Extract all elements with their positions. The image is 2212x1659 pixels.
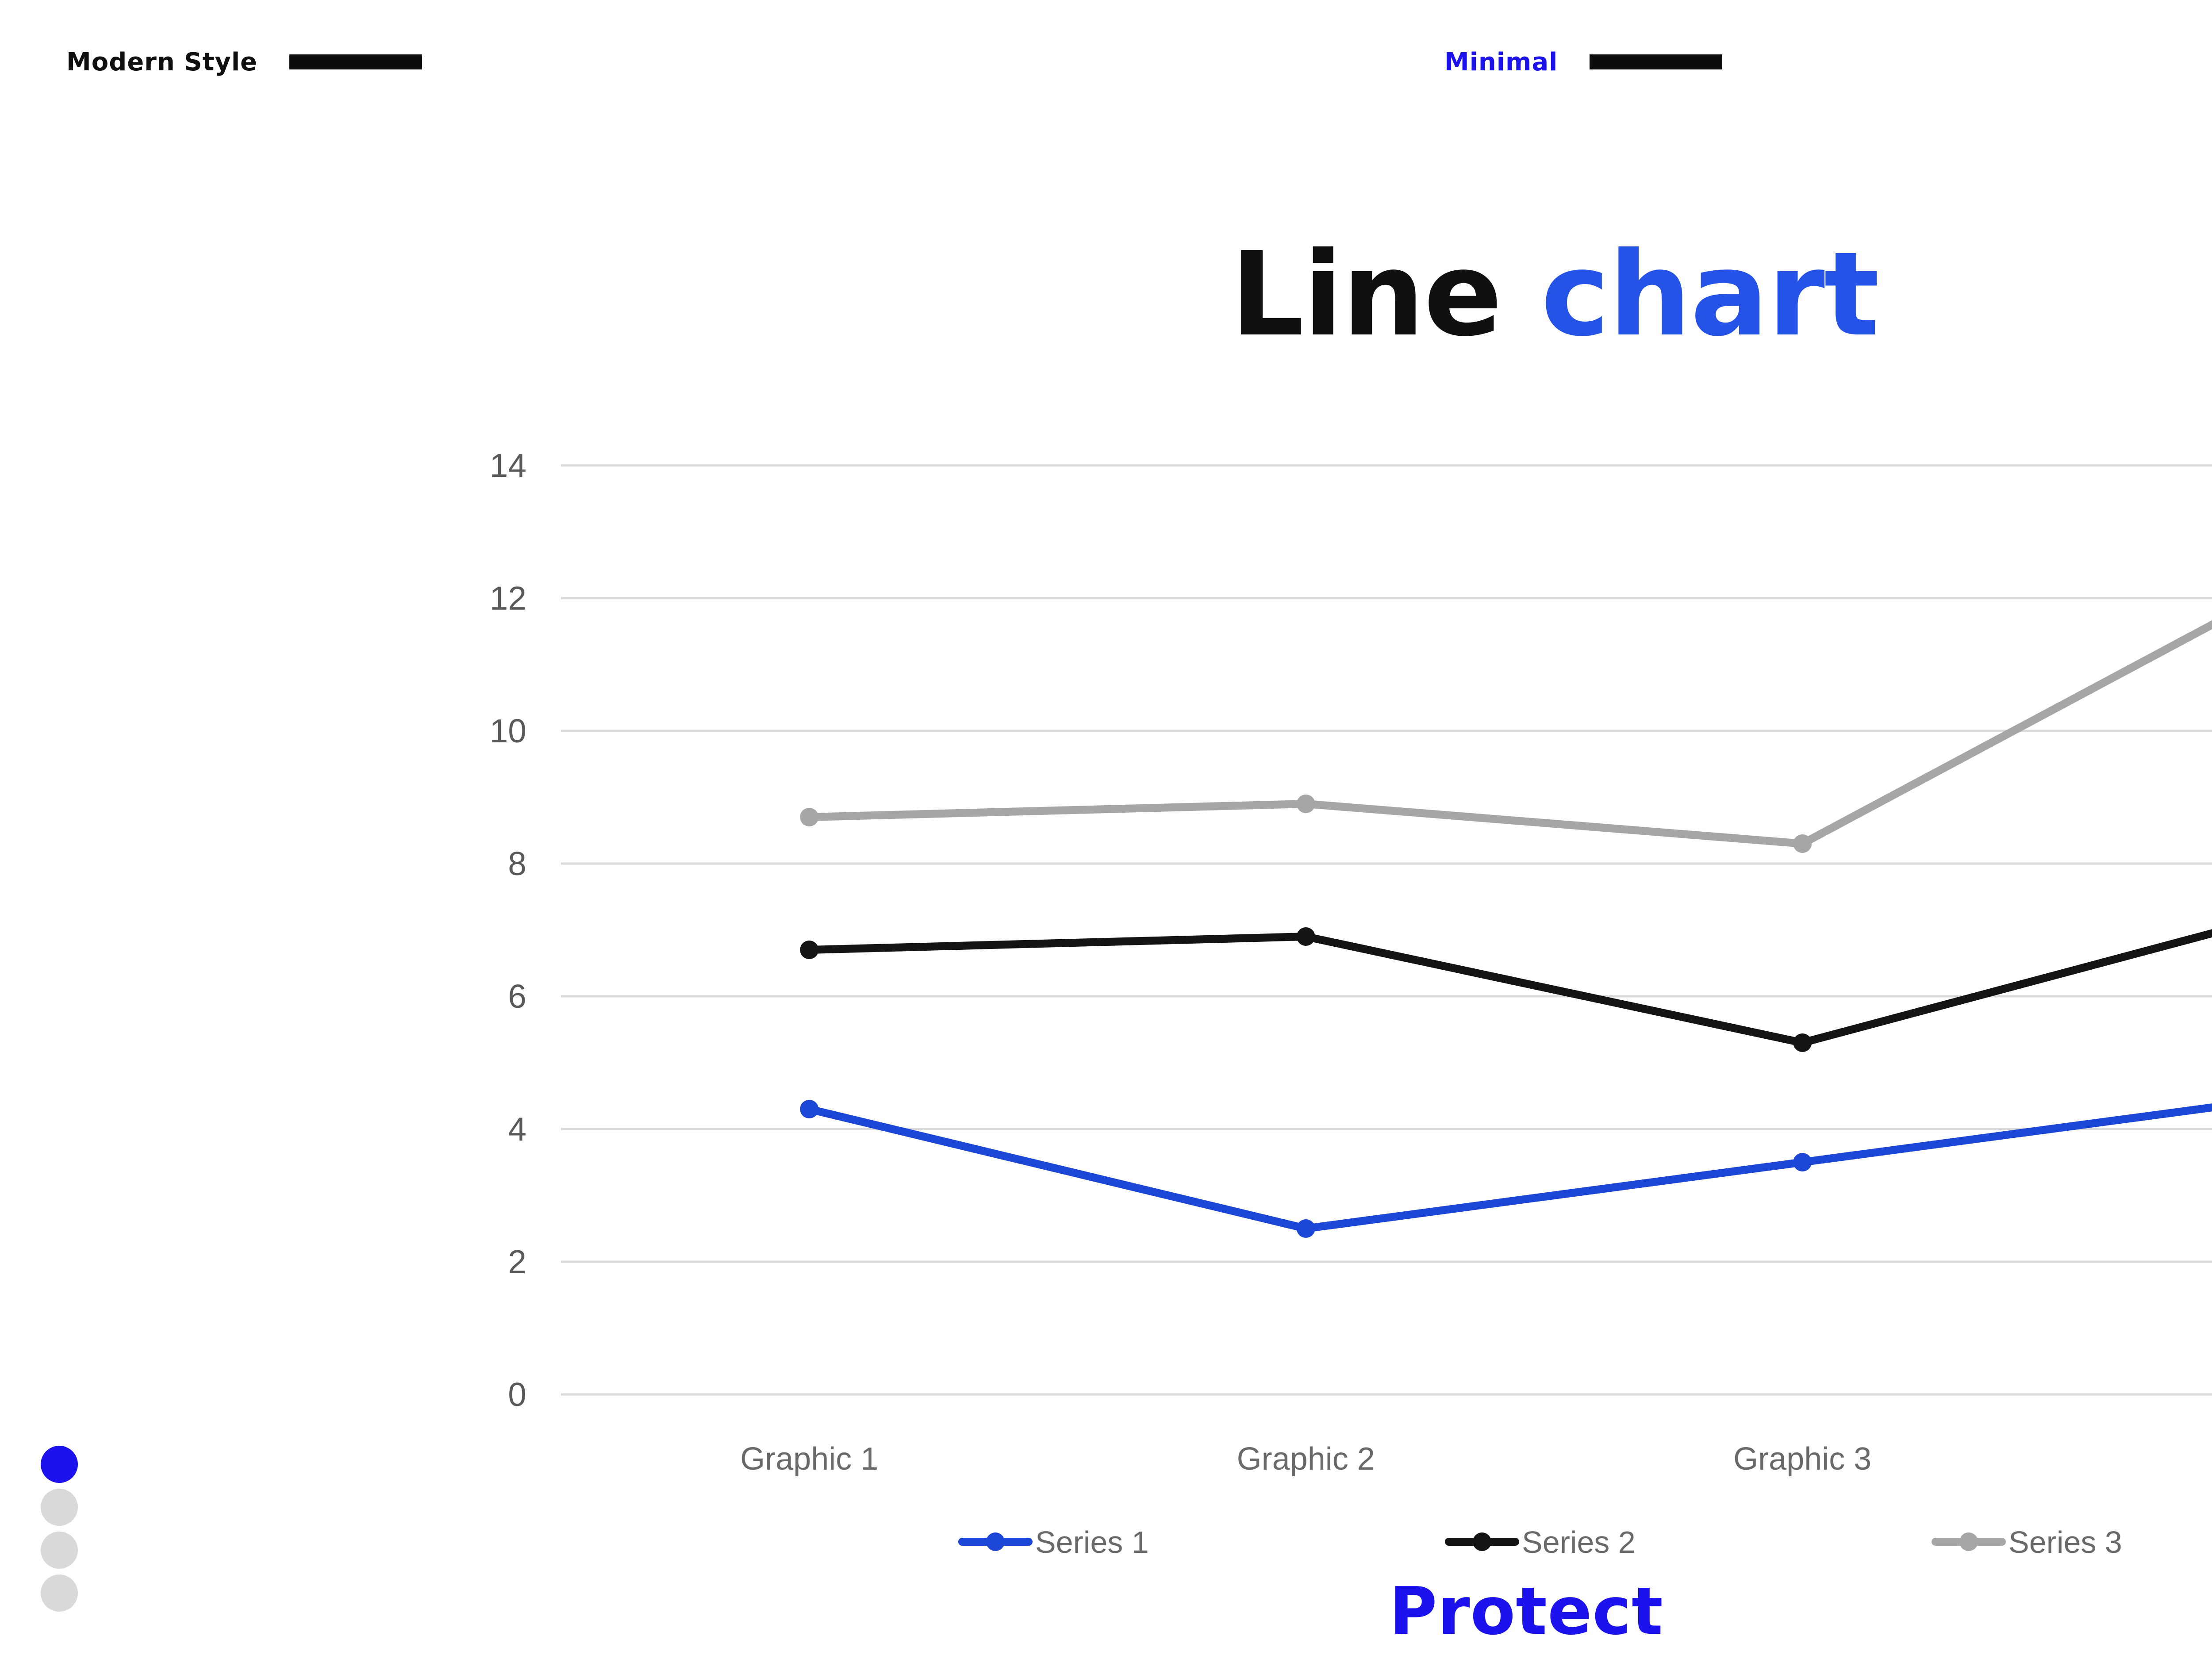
series-3-marker <box>1793 834 1812 853</box>
series-1-marker <box>1296 1219 1315 1238</box>
legend-marker-dot <box>986 1532 1005 1551</box>
header-left-rule-bar <box>289 54 422 69</box>
series-2-marker <box>1296 927 1315 946</box>
series-line-2 <box>805 929 2212 1047</box>
header-center-rule-bar <box>1590 54 1723 69</box>
header-left-label: Modern Style <box>66 47 258 77</box>
y-tick-label: 12 <box>490 580 526 617</box>
header-left: Modern Style <box>66 44 422 80</box>
legend-marker-dot <box>1959 1532 1978 1551</box>
y-tick-label: 6 <box>508 978 526 1015</box>
y-tick-label: 8 <box>508 845 526 882</box>
series-1-marker <box>1793 1153 1812 1171</box>
legend-marker-dot <box>1473 1532 1491 1551</box>
pagination-dot[interactable] <box>41 1575 78 1612</box>
pagination-dot[interactable] <box>41 1489 78 1526</box>
page-title-black-word: Line <box>1230 227 1502 362</box>
series-2-marker <box>800 941 819 959</box>
series-1-marker <box>800 1100 819 1118</box>
header-center-label: Minimal <box>1444 47 1558 77</box>
legend-label: Series 1 <box>1035 1525 1149 1559</box>
y-tick-label: 14 <box>490 447 526 484</box>
page-title-accent-word: chart <box>1541 227 1879 362</box>
legend-label: Series 3 <box>2008 1525 2122 1559</box>
pagination-dot[interactable] <box>41 1532 78 1569</box>
series-line-1 <box>805 1103 2212 1233</box>
y-tick-label: 0 <box>508 1376 526 1413</box>
x-axis-label: Graphic 3 <box>1733 1441 1871 1477</box>
x-axis-label: Graphic 2 <box>1237 1441 1375 1477</box>
y-tick-label: 4 <box>508 1110 526 1148</box>
header-center: Minimal <box>1444 44 1723 80</box>
series-3-marker <box>800 808 819 826</box>
y-tick-label: 10 <box>490 712 526 749</box>
footer-keyword: Protect <box>1389 1573 1663 1649</box>
x-axis-label: Graphic 1 <box>740 1441 878 1477</box>
y-tick-label: 2 <box>508 1243 526 1280</box>
legend-label: Series 2 <box>1522 1525 1636 1559</box>
page-title: Line chart <box>561 234 2212 355</box>
series-3-marker <box>1296 795 1315 813</box>
series-line-3 <box>805 620 2212 848</box>
pagination-dot-active[interactable] <box>41 1446 78 1483</box>
series-2-marker <box>1793 1033 1812 1052</box>
